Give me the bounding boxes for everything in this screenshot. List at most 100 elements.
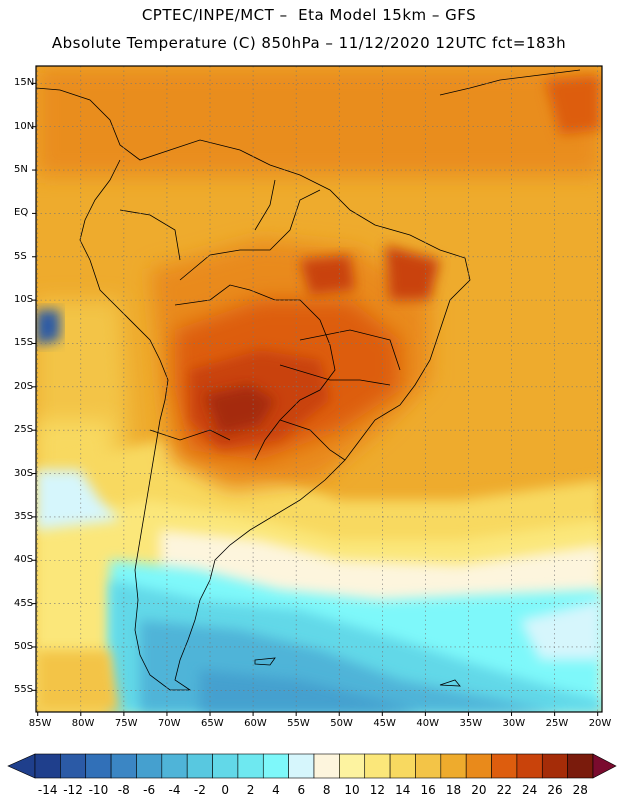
lon-label: 30W — [502, 718, 526, 729]
colorbar-label: 8 — [322, 783, 331, 797]
border-3 — [279, 419, 346, 461]
lat-label: 55S — [14, 684, 34, 696]
colorbar-swatch — [212, 753, 239, 779]
lon-label: 75W — [114, 718, 138, 729]
south-america-coast — [36, 87, 471, 691]
colorbar-high-arrow — [592, 753, 617, 779]
lon-label: 35W — [459, 718, 483, 729]
colorbar-swatch — [339, 753, 366, 779]
lon-label: 60W — [244, 718, 267, 729]
colorbar-swatch — [288, 753, 315, 779]
lat-label: 5N — [14, 164, 28, 176]
colorbar-label: -6 — [143, 783, 156, 797]
axis-ticks — [32, 82, 599, 716]
lat-label: 5S — [14, 250, 27, 262]
falklands — [254, 657, 276, 666]
coastlines — [36, 69, 581, 691]
colorbar-label: 22 — [496, 783, 512, 797]
colorbar-swatch — [364, 753, 391, 779]
colorbar-swatch — [440, 753, 467, 779]
field-north-warm — [36, 66, 602, 176]
lat-label: 50S — [14, 640, 34, 652]
colorbar-label: 2 — [246, 783, 255, 797]
lon-label: 45W — [373, 718, 396, 729]
lat-label: 45S — [14, 597, 34, 609]
border-5 — [119, 209, 181, 261]
colorbar-label: 20 — [471, 783, 487, 797]
colorbar-swatch — [85, 753, 112, 779]
lon-label: 20W — [588, 718, 612, 729]
lat-label: 10N — [14, 120, 35, 132]
lon-label: 80W — [71, 718, 95, 729]
colorbar-label: 16 — [420, 783, 436, 797]
lon-label: 65W — [201, 718, 224, 729]
colorbar-label: 10 — [344, 783, 360, 797]
lat-label: 30S — [14, 467, 34, 479]
colorbar-swatch — [465, 753, 492, 779]
field-continent-26 — [205, 385, 275, 435]
colorbar-swatch — [415, 753, 442, 779]
lat-label: 15N — [14, 77, 35, 89]
field-sw-16 — [36, 650, 120, 712]
colorbar-label: 24 — [521, 783, 538, 797]
border-8 — [279, 364, 391, 386]
temperature-field — [36, 66, 602, 712]
colorbar-label: -12 — [63, 783, 83, 797]
colorbar-swatch — [516, 753, 543, 779]
lon-label: 25W — [545, 718, 569, 729]
field-pacific-cold-blob — [36, 470, 120, 530]
colorbar-swatch — [567, 753, 594, 779]
colorbar-swatch — [161, 753, 188, 779]
map-frame — [35, 65, 603, 713]
colorbar-swatch — [34, 753, 61, 779]
header-line-1: CPTEC/INPE/MCT – Eta Model 15km – GFS — [141, 6, 477, 24]
colorbar-swatch — [389, 753, 416, 779]
colorbar-swatch — [491, 753, 518, 779]
colorbar-swatch — [237, 753, 264, 779]
lon-label: 85W — [28, 718, 52, 729]
colorbar-swatch — [136, 753, 163, 779]
lon-label: 70W — [157, 718, 181, 729]
colorbar-label: 18 — [445, 783, 462, 797]
colorbar — [7, 753, 617, 779]
lat-label: EQ — [14, 207, 29, 219]
colorbar-label: 0 — [221, 783, 230, 797]
colorbar-low-arrow — [7, 753, 36, 779]
colorbar-label: 6 — [297, 783, 306, 797]
colorbar-label: -4 — [168, 783, 181, 797]
border-7 — [299, 329, 401, 371]
colorbar-swatch — [541, 753, 568, 779]
field-pacific-cold-spot — [36, 310, 60, 345]
colorbar-swatch — [262, 753, 289, 779]
lat-label: 25S — [14, 424, 34, 436]
lat-label: 40S — [14, 554, 34, 566]
colorbar-label: 26 — [547, 783, 563, 797]
caribbean-coast — [439, 69, 581, 96]
field-east-6 — [520, 600, 602, 660]
colorbar-label: 14 — [395, 783, 411, 797]
lat-label: 15S — [14, 337, 34, 349]
lat-label: 35S — [14, 510, 34, 522]
colorbar-swatch — [110, 753, 137, 779]
colorbar-label: -14 — [37, 783, 58, 797]
header-line-2: Absolute Temperature (C) 850hPa – 11/12/… — [51, 34, 567, 52]
lon-label: 50W — [330, 718, 353, 729]
field-northeast-24 — [385, 245, 440, 300]
colorbar-label: -2 — [193, 783, 206, 797]
colorbar-label: 12 — [369, 783, 386, 797]
colorbar-swatch — [313, 753, 340, 779]
border-1 — [174, 284, 336, 461]
lon-label: 40W — [416, 718, 440, 729]
lat-label: 10S — [14, 294, 34, 306]
colorbar-label: -10 — [88, 783, 109, 797]
colorbar-swatch — [60, 753, 87, 779]
colorbar-swatch — [186, 753, 213, 779]
field-amazon-24 — [300, 255, 355, 295]
lat-label: 20S — [14, 380, 34, 392]
field-atlantic-22 — [545, 75, 600, 135]
colorbar-label: 28 — [572, 783, 588, 797]
colorbar-label: -8 — [117, 783, 130, 797]
field-south-neg6 — [200, 670, 420, 712]
lon-label: 55W — [287, 718, 310, 729]
